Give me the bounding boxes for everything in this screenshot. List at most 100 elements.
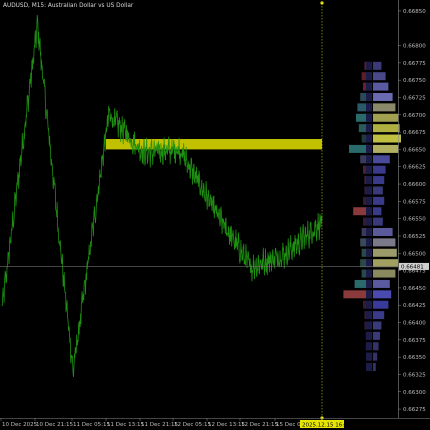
price-tick-label: 0.66650 xyxy=(403,147,426,153)
profile-bar-right xyxy=(373,196,385,205)
profile-bar-center xyxy=(366,363,372,372)
profile-bar-center xyxy=(366,352,372,361)
profile-bar-right xyxy=(373,176,385,185)
profile-bar-center xyxy=(366,238,372,247)
price-tick-label: 0.66325 xyxy=(403,372,426,378)
profile-bar-left xyxy=(358,124,370,133)
price-tick-label: 0.66575 xyxy=(403,199,426,205)
profile-bar-center xyxy=(366,290,372,299)
profile-bar-left xyxy=(343,290,370,299)
profile-bar-right xyxy=(373,155,390,164)
price-tick-label: 0.66275 xyxy=(403,407,426,413)
profile-bar-right xyxy=(373,113,399,122)
profile-bar-center xyxy=(366,207,372,216)
profile-bar-right xyxy=(373,82,389,91)
time-tick-label: 15 Dec 05:15 xyxy=(276,422,313,428)
profile-bar-center xyxy=(366,196,372,205)
price-tick-label: 0.66375 xyxy=(403,338,426,344)
profile-bar-right xyxy=(373,72,386,81)
profile-bar-right xyxy=(373,217,383,226)
profile-bar-center xyxy=(366,259,372,268)
price-tick-label: 0.66700 xyxy=(403,113,426,119)
profile-bar-left xyxy=(361,269,370,278)
profile-bar-center xyxy=(366,248,372,257)
time-cursor-badge: 2025.12.15 16:00 xyxy=(300,420,352,429)
profile-bar-center xyxy=(366,92,372,101)
price-tick-label: 0.66425 xyxy=(403,303,426,309)
highlight-zone xyxy=(106,139,322,150)
profile-bar-center xyxy=(366,342,372,351)
profile-bar-center xyxy=(366,186,372,195)
time-tick-label: 10 Dec 21:15 xyxy=(36,422,73,428)
profile-bar-right xyxy=(373,300,389,309)
profile-bar-left xyxy=(360,259,370,268)
profile-bar-left xyxy=(360,238,370,247)
profile-bar-right xyxy=(373,269,396,278)
profile-bar-right xyxy=(373,165,386,174)
profile-bar-right xyxy=(373,186,383,195)
price-series-group xyxy=(1,15,323,378)
profile-bar-right xyxy=(373,331,380,340)
profile-bar-center xyxy=(366,113,372,122)
price-tick-label: 0.66775 xyxy=(403,61,426,67)
cursor-handle-bottom[interactable] xyxy=(320,416,324,420)
cursor-handle-top[interactable] xyxy=(320,1,324,5)
volume-profile xyxy=(343,61,401,372)
chart-title: AUDUSD, M15: Australian Dollar vs US Dol… xyxy=(3,3,134,9)
profile-bar-center xyxy=(366,269,372,278)
time-cursor-label: 2025.12.15 16:00 xyxy=(302,423,352,429)
profile-bar-center xyxy=(366,217,372,226)
profile-bar-left xyxy=(361,248,370,257)
price-axis[interactable]: 0.66850 0.66800 0.66775 0.66750 0.66725 0.667… xyxy=(398,9,426,413)
profile-bar-right xyxy=(373,134,401,143)
profile-bar-right xyxy=(373,61,382,70)
time-tick-label: 11 Dec 21:15 xyxy=(141,422,178,428)
profile-bar-left xyxy=(354,279,370,288)
profile-bar-center xyxy=(366,176,372,185)
profile-bar-center xyxy=(366,61,372,70)
price-series-line xyxy=(1,15,323,378)
profile-bar-center xyxy=(366,228,372,237)
profile-bar-left xyxy=(361,134,370,143)
profile-bar-center xyxy=(366,72,372,81)
profile-bar-right xyxy=(373,103,396,112)
price-tick-label: 0.66300 xyxy=(403,390,426,396)
profile-bar-right xyxy=(373,92,393,101)
profile-bar-right xyxy=(373,363,376,372)
time-tick-label: 10 Dec 2025 xyxy=(2,422,38,428)
price-tick-label: 0.66850 xyxy=(403,9,426,15)
profile-bar-left xyxy=(353,207,370,216)
profile-bar-right xyxy=(373,238,396,247)
profile-bar-right xyxy=(373,342,379,351)
price-tick-label: 0.66725 xyxy=(403,95,426,101)
price-tick-label: 0.66450 xyxy=(403,286,426,292)
profile-bar-right xyxy=(373,144,399,153)
profile-bar-right xyxy=(373,290,392,299)
profile-bar-right xyxy=(373,248,397,257)
profile-bar-right xyxy=(373,321,382,330)
profile-bar-left xyxy=(356,113,370,122)
current-price-badge: 0.66481 xyxy=(399,262,429,270)
profile-bar-right xyxy=(373,311,385,320)
profile-bar-right xyxy=(373,259,399,268)
profile-bar-right xyxy=(373,352,378,361)
profile-bar-center xyxy=(366,300,372,309)
profile-bar-center xyxy=(366,134,372,143)
current-price-label: 0.66481 xyxy=(401,264,424,270)
price-tick-label: 0.66625 xyxy=(403,165,426,171)
profile-bar-right xyxy=(373,228,393,237)
price-tick-label: 0.66600 xyxy=(403,182,426,188)
time-tick-label: 12 Dec 13:15 xyxy=(208,422,245,428)
profile-bar-center xyxy=(366,82,372,91)
price-tick-label: 0.66475 xyxy=(403,269,426,275)
profile-bar-right xyxy=(373,279,390,288)
price-tick-label: 0.66350 xyxy=(403,355,426,361)
profile-bar-left xyxy=(361,228,370,237)
profile-bar-left xyxy=(361,72,370,81)
profile-bar-center xyxy=(366,124,372,133)
profile-bar-center xyxy=(366,144,372,153)
profile-bar-left xyxy=(357,103,370,112)
price-tick-label: 0.66500 xyxy=(403,251,426,257)
